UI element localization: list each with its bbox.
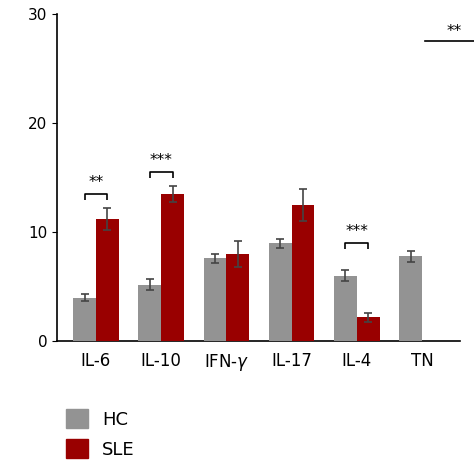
Bar xyxy=(269,243,292,341)
Text: **: ** xyxy=(88,175,104,190)
Bar xyxy=(334,276,357,341)
Bar xyxy=(203,258,227,341)
Bar xyxy=(96,219,119,341)
Bar xyxy=(399,256,422,341)
Bar xyxy=(357,317,380,341)
Bar xyxy=(227,254,249,341)
Bar xyxy=(73,298,96,341)
Bar xyxy=(161,194,184,341)
Text: ***: *** xyxy=(150,153,173,168)
Bar xyxy=(138,284,161,341)
Legend: HC, SLE: HC, SLE xyxy=(66,409,135,459)
Bar xyxy=(292,205,314,341)
Text: **: ** xyxy=(447,24,462,39)
Text: ***: *** xyxy=(346,224,368,239)
